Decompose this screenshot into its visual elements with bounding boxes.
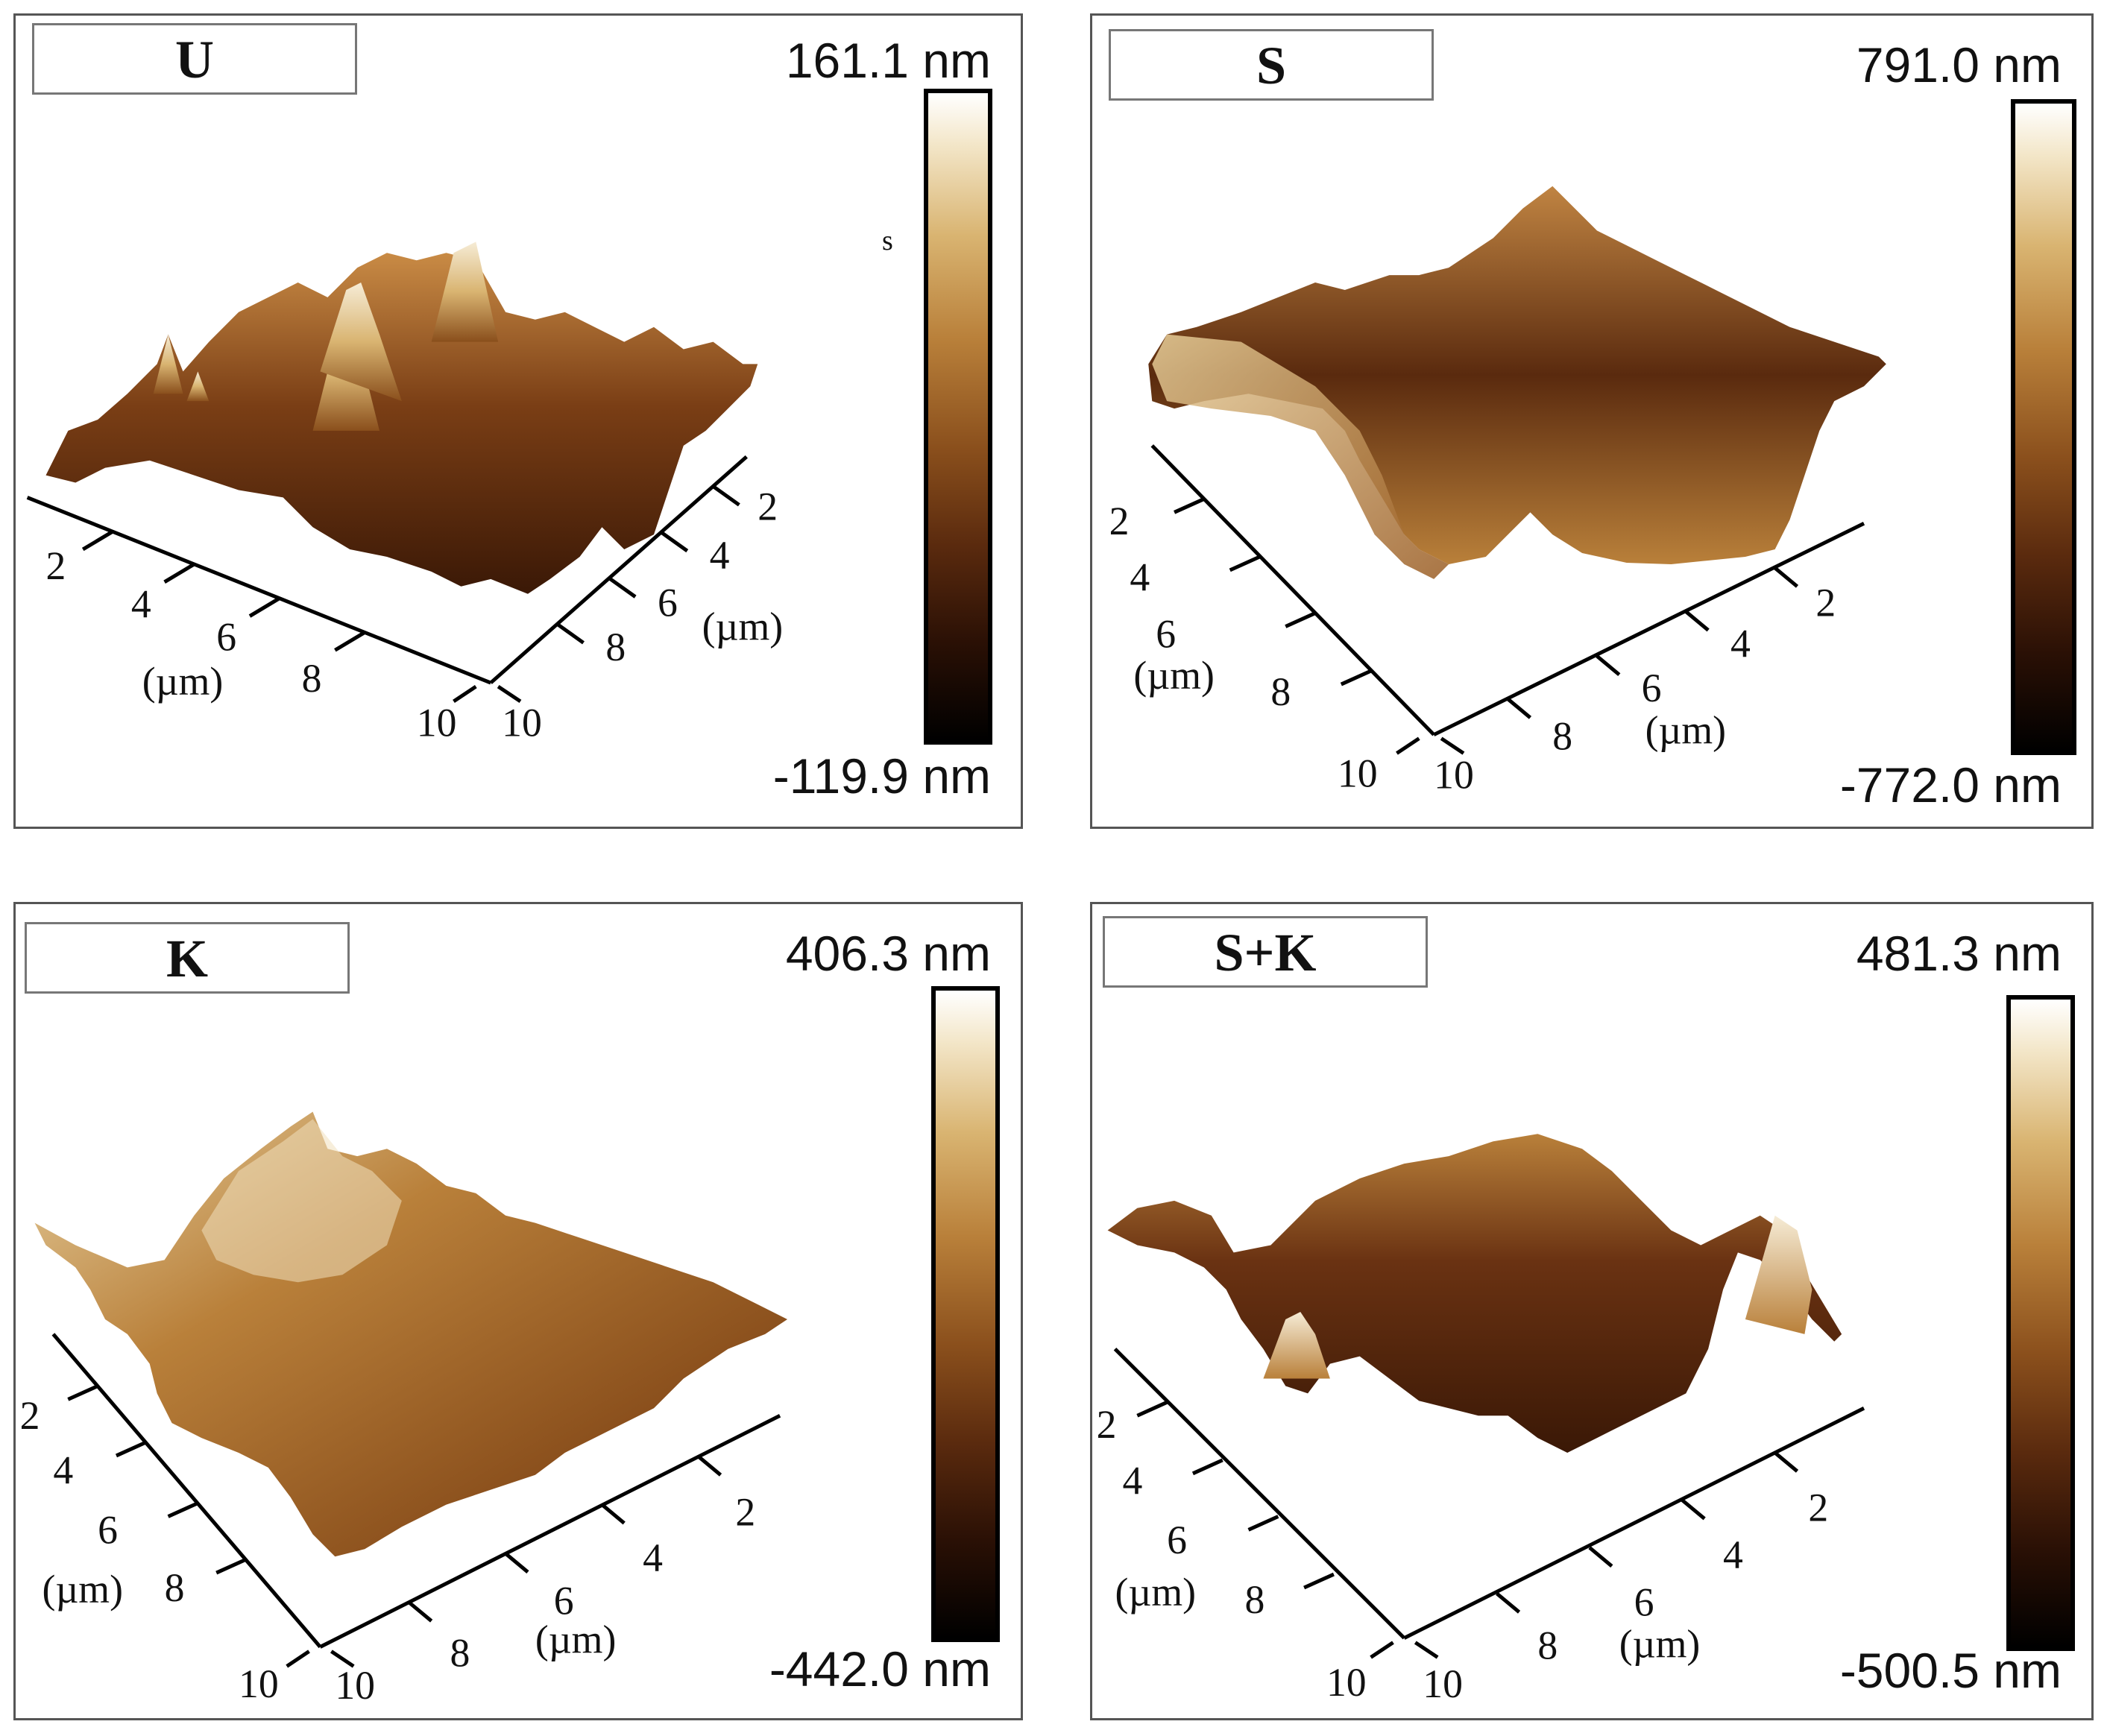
right-axis-unit: (µm) [702,604,783,648]
sample-label-sk: S+K [1103,916,1428,988]
right-axis-unit: (µm) [1645,708,1726,753]
left-axis-unit: (µm) [1115,1570,1196,1615]
right-tick-3: 8 [605,625,626,669]
left-tick-3: 8 [1270,669,1291,714]
surface-s-slope [1152,334,1449,579]
left-tick-3: 8 [1245,1577,1265,1622]
colorbar-s [2011,99,2076,755]
left-tick-2: 6 [216,614,236,659]
surface-plot-s: 2 4 6 8 10 (µm) 2 4 6 8 10 (µm) [1109,186,1886,797]
right-tick-3: 8 [1537,1623,1558,1667]
sample-label-u: U [32,23,357,95]
right-tick-4: 10 [335,1663,375,1708]
left-tick-4: 10 [417,701,457,745]
axis-ticks [67,1384,722,1668]
right-tick-0: 2 [735,1489,755,1534]
surface-plot-u: 2 4 6 8 10 (µm) 2 4 6 8 10 (µm) [26,242,783,745]
left-tick-4: 10 [1338,751,1378,795]
surface-sk [1107,1134,1842,1453]
right-tick-4: 10 [1434,752,1474,797]
axis-line-left [1150,444,1435,736]
peak-3 [431,242,499,342]
axis-ticks [81,484,740,703]
surface-k [34,1111,788,1557]
left-tick-0: 2 [1109,499,1130,543]
spike-left [1263,1311,1330,1379]
left-tick-2: 6 [98,1507,118,1552]
colorbar-min-s: -772.0 nm [1839,757,2062,812]
left-axis-unit: (µm) [42,1567,123,1612]
left-tick-2: 6 [1167,1518,1187,1562]
panel-k: 2 4 6 8 10 (µm) 2 4 6 8 10 (µm) K 406.3 … [13,902,1023,1720]
left-axis-unit: (µm) [1133,653,1214,698]
right-tick-3: 8 [1552,714,1572,759]
panel-u: 2 4 6 8 10 (µm) 2 4 6 8 10 (µm) U 161.1 … [13,13,1023,829]
peak-5 [186,371,210,402]
left-tick-1: 4 [53,1448,73,1493]
left-axis-unit: (µm) [142,659,223,704]
left-tick-1: 4 [131,582,151,627]
sample-label-k: K [25,922,350,994]
colorbar-k [931,986,1000,1642]
surface-s [1148,186,1886,564]
panel-sk: 2 4 6 8 10 (µm) 2 4 6 8 10 (µm) S+K 481.… [1090,902,2094,1720]
right-tick-2: 6 [1634,1580,1654,1625]
surface-plot-sk: 2 4 6 8 10 (µm) 2 4 6 8 10 (µm) [1097,1134,1865,1706]
axis-line-right [319,1414,781,1649]
colorbar-min-sk: -500.5 nm [1839,1643,2062,1698]
colorbar-max-s: 791.0 nm [1856,37,2062,92]
left-tick-3: 8 [165,1565,185,1610]
colorbar-max-k: 406.3 nm [785,926,991,981]
right-tick-1: 4 [1723,1533,1743,1577]
right-tick-2: 6 [1642,666,1662,710]
left-tick-1: 4 [1122,1459,1142,1503]
sample-label-s: S [1109,29,1434,101]
colorbar-min-u: -119.9 nm [772,748,991,804]
right-tick-1: 4 [710,533,730,578]
left-tick-0: 2 [1097,1402,1117,1447]
axis-line-left [1113,1347,1406,1640]
axis-line-left [26,496,492,685]
right-tick-2: 6 [554,1579,574,1623]
colorbar-u [924,89,992,745]
axis-line-right [489,455,748,684]
colorbar-max-sk: 481.3 nm [1856,926,2062,981]
peak-2 [320,283,402,402]
left-tick-1: 4 [1130,555,1150,600]
peak-4 [153,334,183,394]
left-tick-4: 10 [239,1661,279,1706]
right-axis-unit: (µm) [535,1617,616,1661]
surface-u [45,253,758,594]
colorbar-min-k: -442.0 nm [769,1641,991,1696]
left-tick-3: 8 [302,656,322,701]
left-tick-4: 10 [1326,1660,1367,1705]
surface-k-highlight [201,1119,402,1283]
colorbar-max-u: 161.1 nm [785,33,991,88]
right-tick-4: 10 [502,701,542,745]
right-axis-unit: (µm) [1619,1621,1700,1666]
surface-plot-k: 2 4 6 8 10 (µm) 2 4 6 8 10 (µm) [20,1111,788,1708]
left-tick-2: 6 [1156,611,1176,656]
axis-ticks [1174,497,1799,755]
axis-line-right [1433,522,1865,736]
left-tick-0: 2 [20,1393,40,1438]
colorbar-sk [2006,995,2075,1651]
axis-line-right [1403,1407,1865,1640]
right-tick-2: 6 [658,581,678,625]
right-tick-1: 4 [1730,621,1751,666]
stray-mark: s [882,225,893,256]
panel-s: 2 4 6 8 10 (µm) 2 4 6 8 10 (µm) S 791.0 … [1090,13,2094,829]
right-tick-1: 4 [643,1535,663,1580]
right-tick-0: 2 [1815,581,1836,625]
left-tick-0: 2 [45,543,66,588]
right-tick-0: 2 [758,484,778,528]
axis-ticks [1136,1401,1799,1659]
spike-right [1745,1215,1812,1334]
right-tick-4: 10 [1423,1661,1463,1706]
right-tick-3: 8 [450,1630,470,1675]
right-tick-0: 2 [1808,1485,1828,1530]
